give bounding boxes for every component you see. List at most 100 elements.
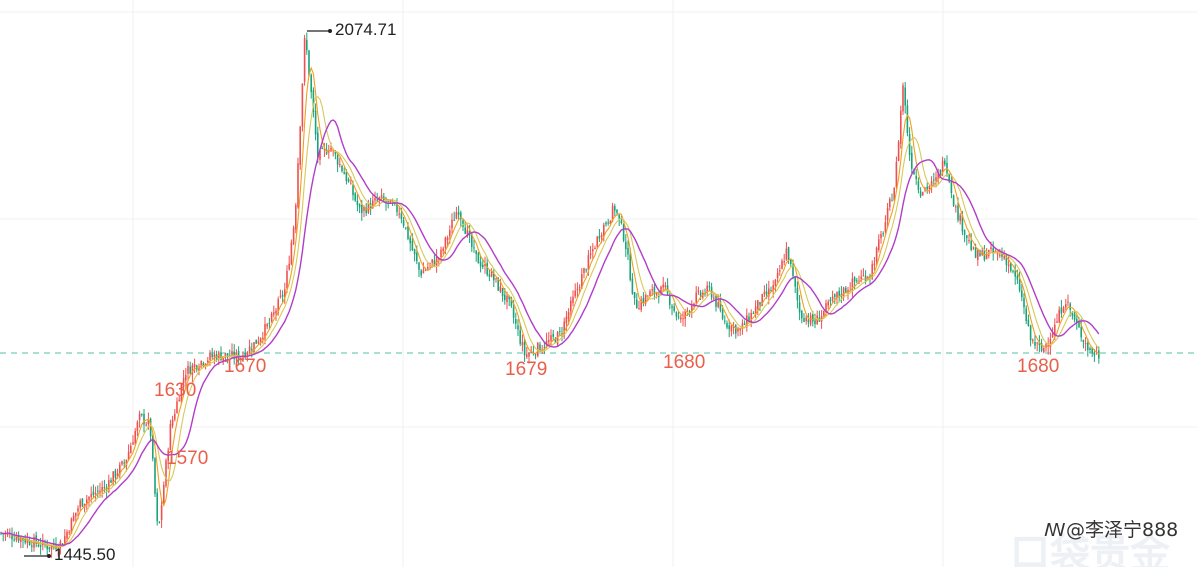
candle-body bbox=[939, 169, 942, 174]
candle-body bbox=[1010, 262, 1012, 271]
candle-body bbox=[224, 353, 227, 358]
candle-body bbox=[829, 299, 832, 302]
candle-body bbox=[878, 239, 880, 250]
candle-body bbox=[493, 273, 495, 281]
candle-body bbox=[717, 302, 719, 307]
candle-body bbox=[1051, 333, 1054, 338]
candle-body bbox=[200, 361, 202, 366]
candle-body bbox=[598, 236, 601, 239]
candle-body bbox=[457, 211, 460, 215]
candle-body bbox=[510, 297, 513, 306]
candle-body bbox=[424, 269, 427, 271]
candle-body bbox=[1093, 353, 1096, 356]
candle-body bbox=[884, 222, 887, 232]
candle-body bbox=[600, 234, 603, 237]
candle-body bbox=[222, 357, 224, 362]
candle-body bbox=[46, 545, 48, 550]
candle-body bbox=[616, 209, 618, 213]
candle-body bbox=[963, 230, 966, 235]
candle-body bbox=[253, 342, 255, 353]
candle-body bbox=[130, 445, 132, 454]
candle-body bbox=[1065, 304, 1067, 308]
candle-body bbox=[1016, 276, 1019, 280]
candle-body bbox=[288, 263, 290, 270]
candle-body bbox=[444, 237, 447, 248]
candle-body bbox=[928, 186, 931, 189]
candle-body bbox=[686, 310, 689, 312]
candle-body bbox=[917, 181, 920, 190]
candle-body bbox=[570, 300, 572, 312]
candle-body bbox=[1056, 321, 1058, 323]
candle-body bbox=[611, 205, 614, 221]
candle-body bbox=[319, 150, 321, 160]
candle-body bbox=[66, 531, 68, 539]
candle-body bbox=[499, 286, 502, 292]
candle-body bbox=[68, 531, 70, 533]
candle-body bbox=[455, 212, 458, 219]
candle-body bbox=[776, 272, 779, 279]
candle-body bbox=[378, 197, 381, 200]
candle-body bbox=[75, 512, 77, 517]
candle-body bbox=[1062, 307, 1065, 313]
candle-body bbox=[902, 85, 904, 112]
candle-body bbox=[226, 353, 229, 357]
candle-body bbox=[653, 287, 656, 295]
candle-body bbox=[290, 242, 293, 265]
candle-body bbox=[629, 254, 631, 280]
candle-body bbox=[620, 220, 623, 223]
candle-body bbox=[908, 134, 911, 156]
candle-body bbox=[70, 518, 73, 534]
candle-body bbox=[770, 290, 772, 292]
annotation-label: 1570 bbox=[166, 448, 208, 469]
candle-body bbox=[728, 325, 730, 330]
candle-body bbox=[156, 492, 158, 522]
candle-body bbox=[92, 491, 95, 495]
ma-fast-line bbox=[0, 66, 1100, 549]
candle-body bbox=[589, 253, 592, 255]
candle-body bbox=[165, 460, 167, 486]
candle-body bbox=[398, 213, 400, 215]
candle-body bbox=[662, 284, 664, 288]
candle-body bbox=[922, 192, 924, 196]
candle-body bbox=[548, 340, 550, 343]
candle-body bbox=[334, 151, 337, 155]
candle-body bbox=[482, 264, 484, 267]
candle-body bbox=[440, 249, 442, 257]
candle-body bbox=[1080, 326, 1082, 338]
candle-body bbox=[913, 169, 915, 175]
candle-body bbox=[730, 325, 733, 332]
candle-body bbox=[1091, 348, 1093, 354]
candle-body bbox=[787, 247, 790, 261]
candle-body bbox=[314, 110, 317, 135]
candle-body bbox=[121, 461, 123, 465]
candle-body bbox=[266, 323, 268, 327]
candle-body bbox=[189, 366, 191, 374]
candle-body bbox=[763, 291, 766, 295]
candle-body bbox=[561, 333, 563, 335]
candle-body bbox=[1067, 301, 1069, 303]
candle-body bbox=[453, 219, 455, 221]
candle-body bbox=[123, 462, 125, 464]
candle-body bbox=[757, 300, 759, 309]
candle-body bbox=[517, 325, 519, 330]
candle-body bbox=[13, 539, 15, 541]
candle-body bbox=[477, 252, 480, 264]
candle-body bbox=[851, 278, 854, 290]
candle-body bbox=[937, 171, 939, 180]
low-label: 1445.50 bbox=[54, 545, 115, 564]
candle-body bbox=[303, 38, 306, 82]
candle-body bbox=[387, 200, 389, 202]
annotation-label: 1680 bbox=[663, 352, 705, 373]
candle-body bbox=[779, 270, 781, 272]
candle-body bbox=[479, 262, 482, 267]
candle-body bbox=[306, 39, 308, 51]
candle-body bbox=[930, 181, 933, 187]
candle-body bbox=[178, 399, 180, 402]
candle-body bbox=[64, 536, 66, 544]
candle-body bbox=[574, 290, 576, 297]
candle-body bbox=[446, 237, 449, 240]
candle-body bbox=[101, 486, 103, 492]
candle-body bbox=[642, 297, 645, 303]
candle-body bbox=[974, 247, 977, 258]
candle-body bbox=[1036, 342, 1038, 344]
